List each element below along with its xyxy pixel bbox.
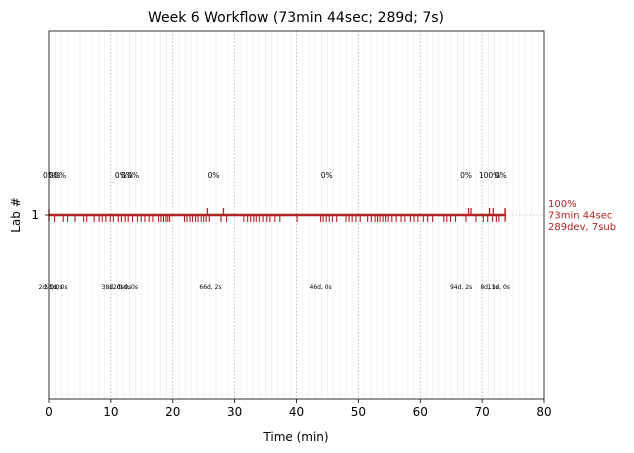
percent-label: 0% (460, 171, 472, 180)
x-tick-label: 40 (289, 405, 304, 419)
percent-label: 0% (121, 171, 133, 180)
x-axis-label: Time (min) (262, 430, 328, 444)
percent-label: 0% (495, 171, 507, 180)
segment-label: 38d, 0s (102, 284, 124, 291)
segment-label: 3d, 0s (44, 284, 62, 291)
segment-label: 12d, 0s (109, 284, 131, 291)
y-axis-ticks: 1 (31, 208, 49, 222)
x-tick-label: 70 (474, 405, 489, 419)
x-tick-label: 80 (536, 405, 551, 419)
y-axis-label: Lab # (9, 197, 23, 233)
lane-summary-line: 73min 44sec (548, 211, 612, 222)
segment-label: 66d, 2s (199, 284, 221, 291)
segment-label: 1d, 0s (49, 284, 67, 291)
segment-label: 46d, 0s (310, 284, 332, 291)
y-tick-label: 1 (31, 208, 39, 222)
percent-label: 0% (54, 171, 66, 180)
x-tick-label: 50 (351, 405, 366, 419)
x-tick-label: 30 (227, 405, 242, 419)
segment-label: 8d, 1s (480, 284, 498, 291)
percent-label: 100% (479, 171, 500, 180)
segment-label: 2d, 0s (39, 284, 57, 291)
x-tick-label: 0 (45, 405, 53, 419)
percent-label: 0% (208, 171, 220, 180)
x-tick-label: 60 (413, 405, 428, 419)
segment-label: 1d, 0s (120, 284, 138, 291)
x-axis-ticks: 0 10 20 30 40 50 60 70 80 (45, 399, 552, 419)
segment-label: 13d, 0s (488, 284, 510, 291)
x-tick-label: 20 (165, 405, 180, 419)
lane-summary-line: 100% (548, 199, 577, 210)
percent-label: 0% (321, 171, 333, 180)
segment-label: 94d, 2s (450, 284, 472, 291)
lane-summary-line: 289dev, 7sub (548, 222, 616, 233)
percent-label: 0% (115, 171, 127, 180)
chart-title: Week 6 Workflow (73min 44sec; 289d; 7s) (148, 10, 444, 26)
percent-label: 0% (49, 171, 61, 180)
x-tick-label: 10 (103, 405, 118, 419)
percent-label: 0% (127, 171, 139, 180)
